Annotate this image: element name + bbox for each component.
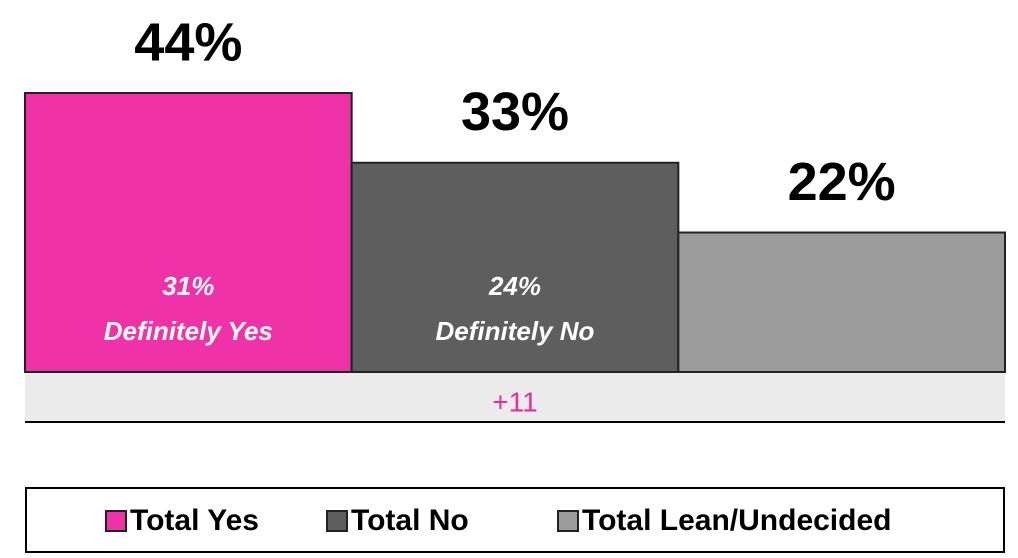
legend-box	[25, 487, 1005, 553]
bar	[350, 161, 680, 373]
legend-swatch	[557, 510, 579, 532]
legend-label: Total No	[351, 504, 469, 537]
inner-name: Definitely Yes	[104, 316, 273, 346]
inner-name: Definitely No	[436, 316, 595, 346]
difference-label: +11	[492, 386, 537, 417]
difference-band	[25, 372, 1005, 422]
inner-value-label: 31%	[162, 271, 214, 301]
legend-label: Total Lean/Undecided	[582, 504, 891, 537]
bar	[677, 231, 1006, 373]
legend-label: Total Yes	[130, 504, 259, 537]
bar	[24, 92, 353, 373]
legend-swatch	[105, 510, 127, 532]
value-label: 44%	[134, 12, 242, 72]
value-label: 22%	[788, 152, 896, 212]
legend-swatch	[326, 510, 348, 532]
inner-value-label: 24%	[488, 271, 541, 301]
value-label: 33%	[461, 82, 569, 142]
